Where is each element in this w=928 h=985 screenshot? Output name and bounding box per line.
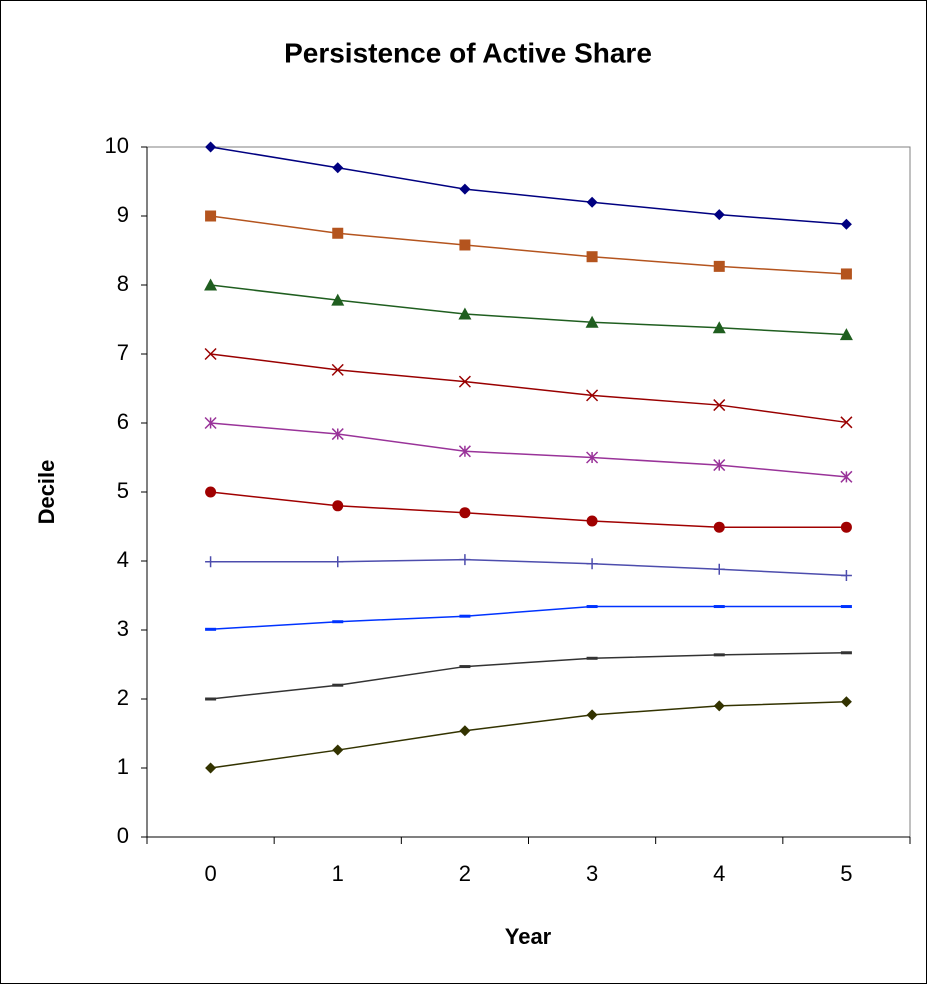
marker [205,762,217,774]
marker [840,416,853,429]
marker [459,507,471,519]
series-line [210,146,847,226]
marker [585,315,599,328]
marker [840,268,852,280]
y-tick-label: 7 [117,340,129,365]
marker [204,278,218,291]
plot-border [147,146,911,837]
y-tick-label: 9 [117,202,129,227]
marker [332,162,344,174]
series-line [210,605,847,631]
marker [459,725,471,737]
marker [712,321,726,334]
series-line [210,215,847,275]
marker [586,389,599,402]
x-tick-label: 0 [204,861,216,886]
marker [332,556,344,568]
marker [204,347,217,361]
series-line [210,491,847,528]
marker [332,500,344,512]
chart-title: Persistence of Active Share [284,37,652,68]
marker [458,445,471,458]
marker [713,700,725,712]
marker [205,486,217,498]
marker [459,183,471,195]
x-axis-title: Year [505,924,552,949]
x-tick-label: 5 [840,861,852,886]
marker [713,521,725,533]
marker [713,459,726,472]
marker [586,251,598,263]
marker [332,744,344,756]
marker [840,569,852,581]
series-line [210,558,847,577]
series-line [210,284,847,336]
marker [713,260,725,272]
marker [840,696,852,708]
x-tick-label: 1 [332,861,344,886]
series-line [210,353,847,424]
marker [713,399,726,412]
marker [840,521,852,533]
y-axis-title: Decile [34,460,59,525]
y-tick-label: 8 [117,271,129,296]
y-tick-label: 0 [117,823,129,848]
y-tick-label: 5 [117,478,129,503]
marker [586,451,599,464]
marker [459,239,471,251]
marker [839,328,853,341]
x-tick-label: 2 [459,861,471,886]
marker [331,293,345,306]
marker [459,554,471,566]
marker [332,227,344,239]
y-tick-label: 3 [117,616,129,641]
marker [331,363,344,376]
y-tick-label: 2 [117,685,129,710]
y-tick-label: 1 [117,754,129,779]
marker [713,563,725,575]
y-tick-label: 4 [117,547,129,572]
marker [205,210,217,222]
marker [205,556,217,568]
marker [205,141,217,153]
x-tick-label: 3 [586,861,598,886]
series-line [210,701,847,769]
marker [713,209,725,221]
series-line [210,422,847,478]
marker [204,416,217,430]
marker [586,196,598,208]
marker [586,558,598,570]
y-tick-label: 6 [117,409,129,434]
y-tick-label: 10 [105,133,129,158]
marker [331,428,344,441]
x-tick-label: 4 [713,861,725,886]
marker [586,709,598,721]
series-line [210,652,847,700]
marker [458,375,471,388]
marker [586,515,598,527]
marker [840,470,853,483]
marker [458,307,472,320]
marker [840,218,852,230]
